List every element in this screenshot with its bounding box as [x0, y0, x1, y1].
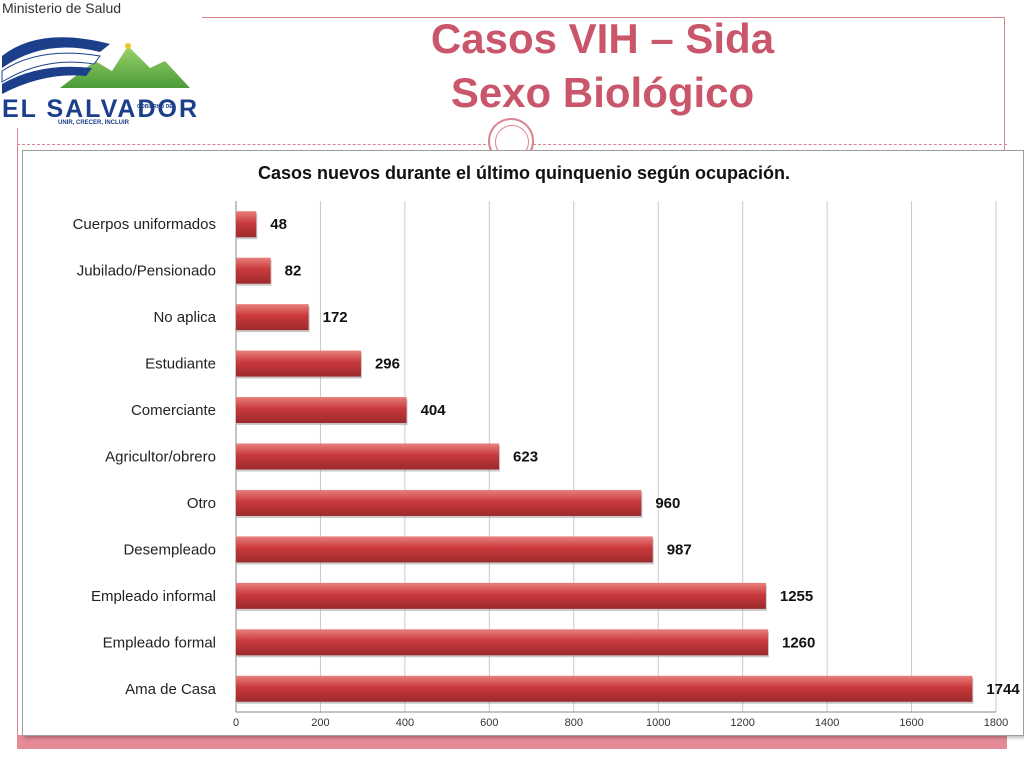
- slide-title: Casos VIH – Sida Sexo Biológico: [330, 12, 875, 120]
- bar: [236, 489, 642, 516]
- chart-title: Casos nuevos durante el último quinqueni…: [257, 163, 791, 183]
- bar: [236, 211, 257, 238]
- bar: [236, 304, 309, 331]
- bar: [236, 629, 768, 656]
- bar: [236, 675, 973, 702]
- data-label: 960: [655, 495, 680, 512]
- footer-band: [17, 735, 1007, 749]
- bar: [236, 257, 271, 284]
- logo-graphic: [1, 37, 190, 94]
- logo-wordmark: EL SALVADOR: [2, 95, 200, 123]
- logo-gov-text: GOBIERNO DE: [137, 104, 173, 110]
- data-label: 987: [667, 541, 692, 558]
- category-label: No aplica: [153, 309, 216, 326]
- slide-title-line1: Casos VIH – Sida: [430, 15, 775, 62]
- data-label: 48: [270, 216, 287, 233]
- category-label: Otro: [187, 495, 216, 512]
- ministry-label: Ministerio de Salud: [2, 0, 122, 16]
- el-salvador-logo: GOBIERNO DE EL SALVADOR UNIR, CRECER, IN…: [0, 16, 202, 128]
- x-tick-label: 1400: [815, 717, 839, 729]
- data-label: 404: [421, 402, 447, 419]
- category-label: Comerciante: [131, 402, 216, 419]
- logo-tagline: UNIR, CRECER, INCLUIR: [58, 120, 130, 126]
- category-label: Estudiante: [145, 356, 216, 373]
- data-label: 1255: [780, 588, 813, 605]
- bar: [236, 350, 361, 377]
- data-label: 1744: [986, 681, 1020, 698]
- data-label: 172: [323, 309, 348, 326]
- x-tick-label: 800: [565, 717, 583, 729]
- x-tick-label: 400: [396, 717, 414, 729]
- bar: [236, 397, 407, 424]
- x-tick-label: 1600: [899, 717, 923, 729]
- x-tick-label: 200: [311, 717, 329, 729]
- x-tick-label: 1000: [646, 717, 670, 729]
- category-label: Cuerpos uniformados: [73, 216, 216, 233]
- category-label: Agricultor/obrero: [105, 449, 216, 466]
- category-label: Desempleado: [123, 541, 216, 558]
- category-label: Empleado formal: [103, 634, 216, 651]
- x-tick-label: 600: [480, 717, 498, 729]
- data-label: 623: [513, 449, 538, 466]
- chart-panel: Casos nuevos durante el último quinqueni…: [22, 150, 1024, 736]
- bar: [236, 536, 653, 563]
- bar: [236, 443, 500, 470]
- category-label: Ama de Casa: [125, 681, 217, 698]
- data-label: 296: [375, 356, 400, 373]
- x-tick-label: 0: [233, 717, 239, 729]
- category-label: Jubilado/Pensionado: [77, 263, 216, 280]
- data-label: 1260: [782, 634, 815, 651]
- slide-title-line2: Sexo Biológico: [450, 69, 755, 116]
- x-tick-label: 1200: [730, 717, 754, 729]
- x-tick-label: 1800: [984, 717, 1008, 729]
- bar: [236, 582, 766, 609]
- bar-chart: 0 200 400 600 800 1000 1200 1400 1600 1800 Cuerpos…: [73, 201, 1020, 729]
- category-label: Empleado informal: [91, 588, 216, 605]
- data-label: 82: [285, 263, 302, 280]
